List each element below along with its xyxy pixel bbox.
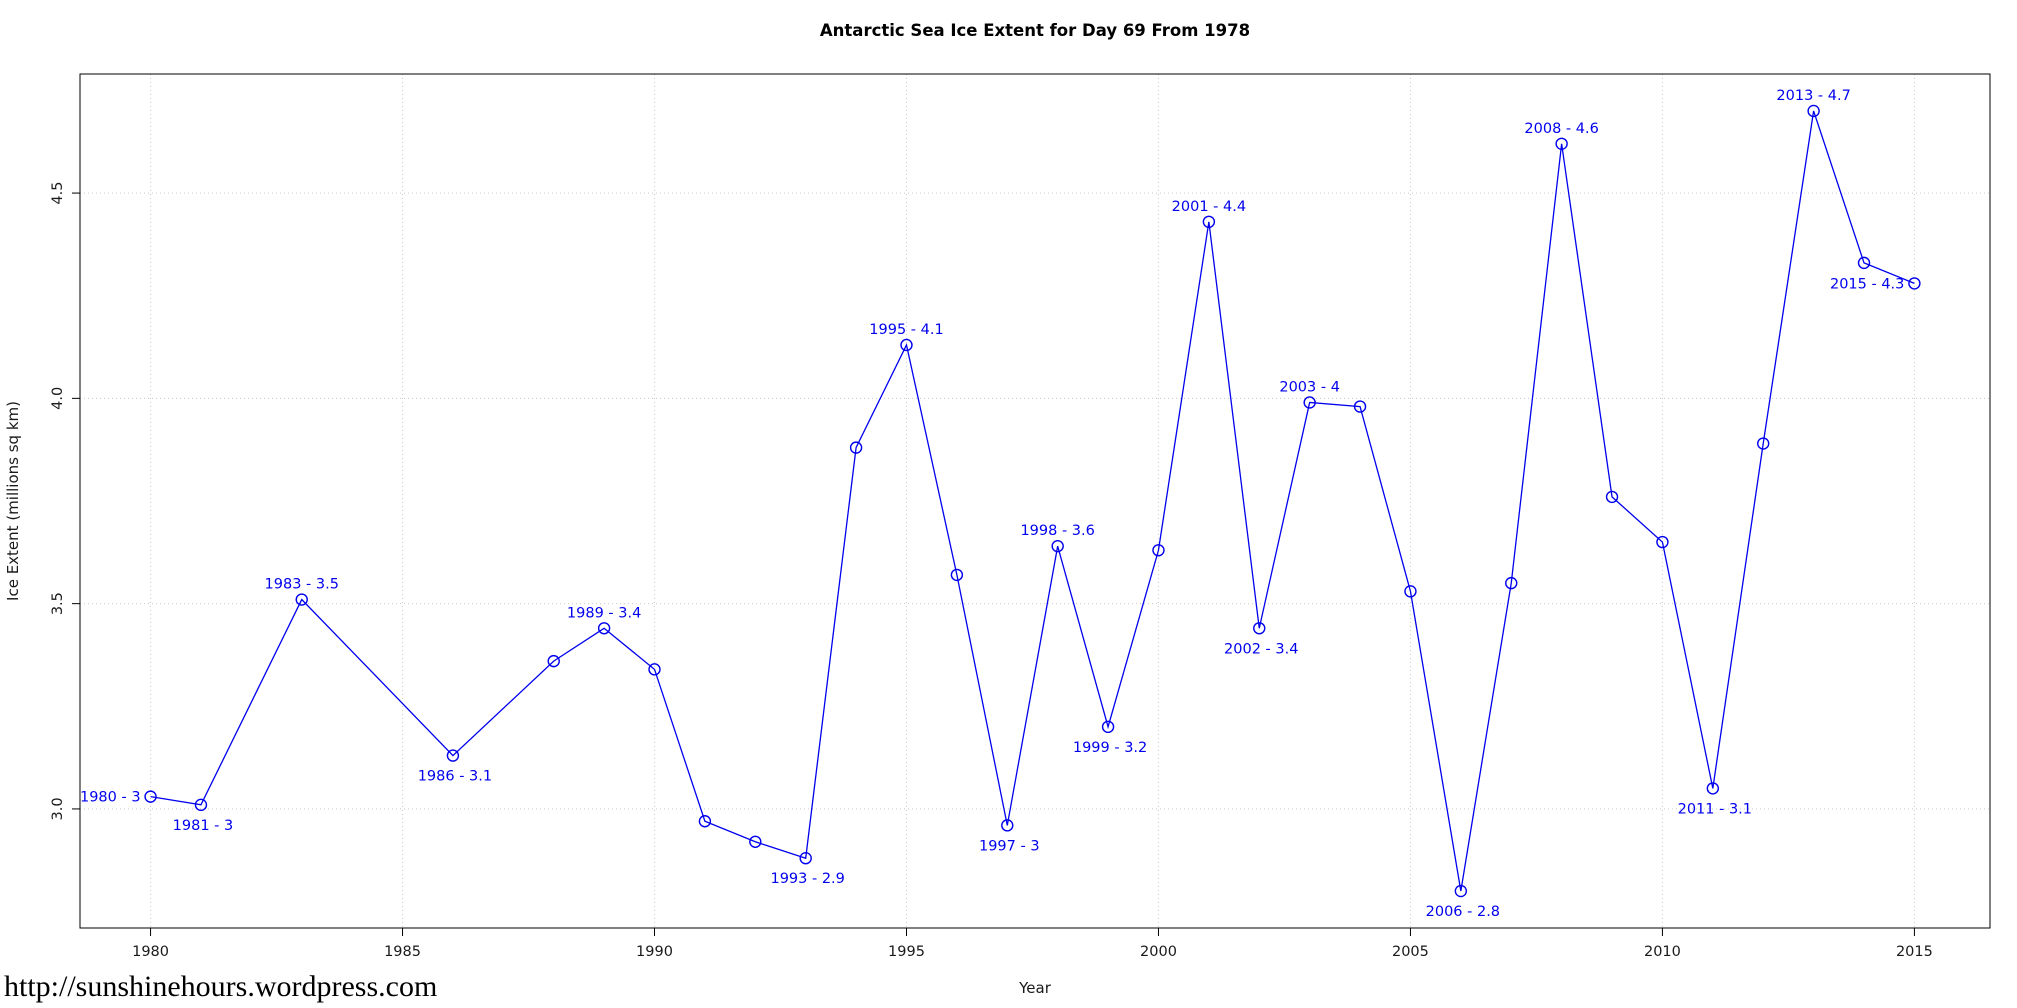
data-point [749,835,762,848]
y-axis-tick-label: 4.0 [50,387,66,410]
point-value-label: 2006 - 2.8 [1426,904,1500,920]
data-point [648,663,661,676]
axis-tick-layer: 1980 1985 1990 1995 2000 2005 2010 2015 3.0 3.5 4.… [50,182,1933,960]
plot-border [79,73,1991,929]
data-point [1706,782,1720,795]
data-point [597,622,611,635]
x-axis-tick-label: 2005 [1392,944,1429,960]
point-value-label: 1997 - 3 [979,838,1040,854]
data-point [900,338,913,352]
data-point [1656,535,1669,549]
point-value-label: 1986 - 3.1 [418,769,492,785]
point-value-label: 2001 - 4.4 [1172,199,1246,215]
data-point [1857,256,1871,270]
point-value-label: 2015 - 4.3 [1830,276,1904,292]
x-axis-tick-label: 2015 [1896,944,1933,960]
data-point [1303,396,1316,409]
x-axis-tick-label: 1985 [384,944,421,960]
data-point [1152,544,1165,557]
data-point [1757,437,1770,450]
series-line [150,110,1915,892]
data-series-layer [144,104,1921,898]
y-axis-tick-label: 3.0 [50,797,66,820]
point-value-label: 1981 - 3 [173,818,234,834]
point-label-layer: 1980 - 3 1981 - 3 1983 - 3.5 1986 - 3.1 1989… [80,88,1904,920]
data-point [1202,215,1216,229]
data-point [1505,576,1518,590]
point-value-label: 1999 - 3.2 [1073,740,1147,756]
x-axis-tick-label: 2000 [1140,944,1177,960]
point-value-label: 1995 - 4.1 [869,322,943,338]
data-point [1807,104,1820,118]
data-point [1001,819,1014,832]
x-axis-title: Year [1018,979,1052,997]
chart-title: Antarctic Sea Ice Extent for Day 69 From… [820,21,1250,40]
x-axis-tick-label: 2010 [1644,944,1681,960]
y-axis-tick-label: 4.5 [50,182,66,205]
data-point [446,749,460,762]
grid-layer [80,74,1990,928]
point-value-label: 1980 - 3 [80,790,141,806]
data-point [144,790,157,803]
data-point [1908,277,1921,290]
point-value-label: 2011 - 3.1 [1678,801,1752,817]
data-point [1101,720,1115,734]
x-axis-tick-label: 1980 [132,944,169,960]
data-point [1051,539,1064,553]
footer-url: http://sunshinehours.wordpress.com [4,970,437,1003]
data-point [698,815,712,828]
data-point [1555,137,1568,150]
point-value-label: 2008 - 4.6 [1524,121,1598,137]
data-point [1253,622,1266,635]
data-point [1605,490,1619,504]
data-point [799,852,812,865]
point-value-label: 1983 - 3.5 [265,577,339,593]
y-axis-title: Ice Extent (millions sq km) [4,401,22,601]
point-value-label: 1998 - 3.6 [1020,523,1094,539]
point-value-label: 2003 - 4 [1279,379,1340,395]
data-point [1353,400,1367,413]
data-point [1404,585,1417,598]
point-value-label: 1989 - 3.4 [567,605,641,621]
point-value-label: 2013 - 4.7 [1776,88,1850,104]
data-point [950,568,964,582]
point-value-label: 1993 - 2.9 [770,871,844,887]
x-axis-tick-label: 1995 [888,944,925,960]
data-point [849,441,863,454]
y-axis-tick-label: 3.5 [50,592,66,615]
data-point [295,593,308,606]
data-point [194,798,208,812]
data-point [547,654,560,668]
point-value-label: 2002 - 3.4 [1224,641,1298,657]
x-axis-tick-label: 1990 [636,944,673,960]
data-point [1454,884,1468,898]
